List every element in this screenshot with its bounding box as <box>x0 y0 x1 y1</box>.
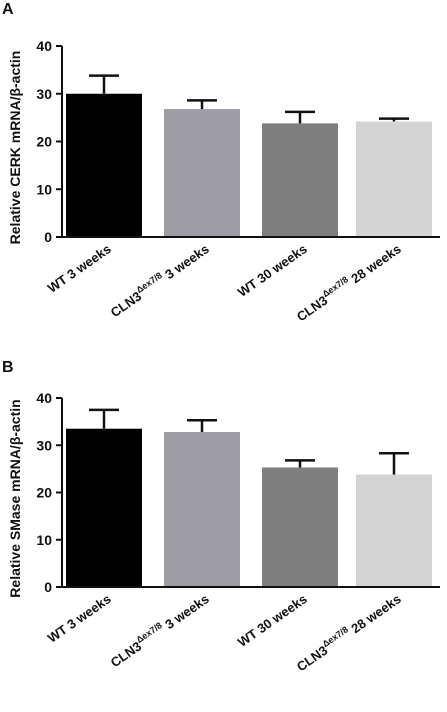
category-label: CLN3Δex7/8 28 weeks <box>293 590 404 675</box>
y-tick-label: 0 <box>44 229 52 245</box>
bar <box>66 93 142 237</box>
category-label: CLN3Δex7/8 3 weeks <box>107 240 212 321</box>
bar <box>262 467 338 587</box>
y-tick-label: 40 <box>36 38 52 54</box>
category-label: WT 30 weeks <box>235 241 310 300</box>
category-label: CLN3Δex7/8 3 weeks <box>107 590 212 671</box>
bar <box>66 428 142 587</box>
category-label: WT 30 weeks <box>235 591 310 650</box>
category-label: CLN3Δex7/8 28 weeks <box>293 240 404 325</box>
category-label: WT 3 weeks <box>45 591 114 646</box>
y-tick-label: 0 <box>44 579 52 595</box>
panel-b: B 0 10 20 30 40 Relative SMase mRNA/β-actin WT … <box>2 359 440 674</box>
bar <box>356 121 432 237</box>
y-axis-title: Relative CERK mRNA/β-actin <box>7 51 23 245</box>
bar <box>164 432 240 587</box>
panel-a: A 0 10 20 30 40 Relative CERK mRNA/β-actin WT 3… <box>2 1 440 324</box>
y-tick-label: 20 <box>36 485 52 501</box>
y-tick-label: 30 <box>36 437 52 453</box>
panel-letter: B <box>2 359 14 376</box>
panel-letter: A <box>2 1 14 18</box>
category-label: WT 3 weeks <box>45 241 114 296</box>
y-tick-label: 10 <box>36 181 52 197</box>
y-tick-label: 30 <box>36 86 52 102</box>
y-tick-label: 20 <box>36 134 52 150</box>
y-tick-label: 10 <box>36 532 52 548</box>
y-tick-label: 40 <box>36 390 52 406</box>
y-axis-title: Relative SMase mRNA/β-actin <box>7 399 23 597</box>
bar <box>356 474 432 587</box>
bar <box>262 123 338 237</box>
bar <box>164 109 240 237</box>
